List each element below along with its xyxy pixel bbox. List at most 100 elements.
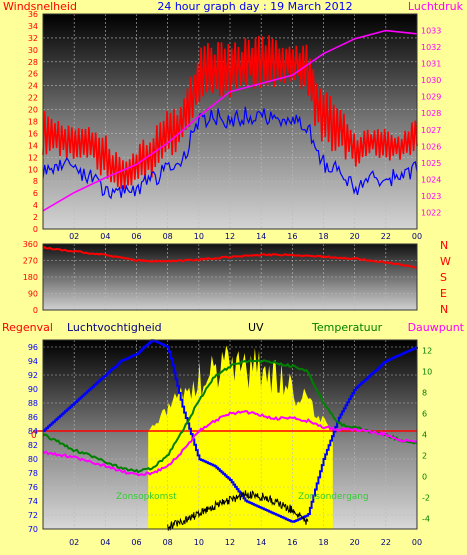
compass-label: S xyxy=(440,271,447,284)
humidity-y-tick-label: 94 xyxy=(28,357,38,366)
dewpoint-series xyxy=(42,410,418,477)
dauwpunt-label: Dauwpunt xyxy=(408,321,465,334)
uv-label: UV xyxy=(248,321,264,334)
humidity-y-tick-label: 78 xyxy=(28,469,38,478)
wind-y-tick-label: 36 xyxy=(28,10,38,19)
compass-label: N xyxy=(440,239,448,252)
x-tick-label: 00 xyxy=(412,538,422,547)
pressure-series xyxy=(42,29,418,212)
wind-y-tick-label: 18 xyxy=(28,118,38,127)
x-tick-label: 12 xyxy=(225,538,235,547)
x-tick-label: 08 xyxy=(163,232,173,241)
wind-series xyxy=(42,29,418,212)
temperatuur-label: Temperatuur xyxy=(311,321,383,334)
wind-y-tick-label: 4 xyxy=(33,201,38,210)
temperature-y-tick-label: 8 xyxy=(422,389,427,398)
wind-pressure-panel: 24 hour graph day : 19 March 2012 Windsn… xyxy=(3,0,464,241)
direction-y-tick-label: 180 xyxy=(23,273,38,282)
temperature-y-tick-label: 2 xyxy=(422,452,427,461)
x-tick-label: 06 xyxy=(131,232,141,241)
wind-x-ticks: 02 04 06 08 10 12 14 16 18 20 22 00 xyxy=(69,232,422,241)
direction-y-tick-label: 0 xyxy=(33,306,38,315)
humidity-y-tick-label: 90 xyxy=(28,385,38,394)
luchtvochtigheid-label: Luchtvochtigheid xyxy=(67,321,162,334)
temperature-series xyxy=(42,359,418,474)
wind-y-tick-label: 30 xyxy=(28,46,38,55)
temperature-y-ticks: -4 -2 0 2 4 6 8 10 12 xyxy=(422,347,432,524)
compass-label: W xyxy=(440,255,451,268)
wind-y-tick-label: 0 xyxy=(33,225,38,234)
windsnelheid-label: Windsnelheid xyxy=(3,0,77,13)
x-tick-label: 18 xyxy=(318,232,328,241)
humidity-y-tick-label: 76 xyxy=(28,483,38,492)
humidity-y-tick-label: 96 xyxy=(28,343,38,352)
x-tick-label: 04 xyxy=(100,538,110,547)
x-tick-label: 02 xyxy=(69,538,79,547)
humidity-temperature-panel: Regenval Luchtvochtigheid UV Temperatuur… xyxy=(2,321,465,547)
pressure-y-tick-label: 1031 xyxy=(421,60,441,69)
humidity-x-ticks: 02 04 06 08 10 12 14 16 18 20 22 00 xyxy=(69,538,422,547)
humidity-series xyxy=(33,339,418,531)
pressure-y-tick-label: 1030 xyxy=(421,76,441,85)
regenval-label: Regenval xyxy=(2,321,53,334)
pressure-y-tick-label: 1028 xyxy=(421,109,441,118)
temperature-y-tick-label: 10 xyxy=(422,368,432,377)
pressure-y-tick-label: 1032 xyxy=(421,43,441,52)
direction-grid xyxy=(43,244,418,310)
humidity-y-tick-label: 74 xyxy=(28,497,38,506)
humidity-y-ticks: 70 72 74 76 78 80 82 84 86 88 90 92 94 96 xyxy=(28,343,38,534)
wind-gust-series xyxy=(42,35,418,189)
humidity-y-tick-label: 92 xyxy=(28,371,38,380)
wind-y-tick-label: 12 xyxy=(28,153,38,162)
x-tick-label: 02 xyxy=(69,232,79,241)
x-tick-label: 04 xyxy=(100,232,110,241)
temperature-y-tick-label: 0 xyxy=(422,473,427,482)
compass-label: N xyxy=(440,303,448,316)
pressure-y-tick-label: 1029 xyxy=(421,93,441,102)
direction-series-line xyxy=(42,245,418,269)
pressure-y-tick-label: 1026 xyxy=(421,142,441,151)
humidity-series xyxy=(43,339,418,523)
humidity-y-tick-label: 86 xyxy=(28,413,38,422)
wind-y-tick-label: 24 xyxy=(28,82,38,91)
wind-y-tick-label: 22 xyxy=(28,94,38,103)
sunrise-annotation: Zonsopkomst xyxy=(116,492,177,502)
wind-y-tick-label: 20 xyxy=(28,106,38,115)
temperature-y-tick-label: -4 xyxy=(422,515,430,524)
humidity-y-tick-label: 80 xyxy=(28,455,38,464)
wind-y-tick-label: 2 xyxy=(33,213,38,222)
wind-y-tick-label: 34 xyxy=(28,22,38,31)
humidity-y-tick-label: 84 xyxy=(28,427,38,436)
direction-y-tick-label: 90 xyxy=(28,290,38,299)
x-tick-label: 14 xyxy=(256,538,266,547)
x-tick-label: 20 xyxy=(350,538,360,547)
pressure-y-tick-label: 1025 xyxy=(421,159,441,168)
wind-y-tick-label: 10 xyxy=(28,165,38,174)
sunset-annotation: Zonsondergang xyxy=(298,492,369,502)
direction-series xyxy=(42,245,418,269)
temperature-y-tick-label: 12 xyxy=(422,347,432,356)
wind-y-tick-label: 14 xyxy=(28,141,38,150)
x-tick-label: 18 xyxy=(318,538,328,547)
direction-y-ticks: 0 90 180 270 360 xyxy=(23,240,38,315)
uv-series xyxy=(167,490,309,531)
pressure-y-tick-label: 1024 xyxy=(421,175,441,184)
pressure-y-ticks: 1022 1023 1024 1025 1026 1027 1028 1029 1030 1031… xyxy=(421,27,441,218)
direction-y-tick-label: 270 xyxy=(23,257,38,266)
pressure-y-tick-label: 1027 xyxy=(421,126,441,135)
x-tick-label: 22 xyxy=(381,538,391,547)
x-tick-label: 00 xyxy=(412,232,422,241)
wind-average-series xyxy=(42,106,418,200)
pressure-y-tick-label: 1022 xyxy=(421,208,441,217)
rain-zero-label: 0 xyxy=(31,431,37,441)
x-tick-label: 16 xyxy=(287,232,297,241)
humidity-y-tick-label: 82 xyxy=(28,441,38,450)
x-tick-label: 10 xyxy=(194,232,204,241)
pressure-y-tick-label: 1033 xyxy=(421,27,441,36)
direction-y-tick-label: 360 xyxy=(23,240,38,249)
chart-title: 24 hour graph day : 19 March 2012 xyxy=(157,0,352,13)
x-tick-label: 22 xyxy=(381,232,391,241)
